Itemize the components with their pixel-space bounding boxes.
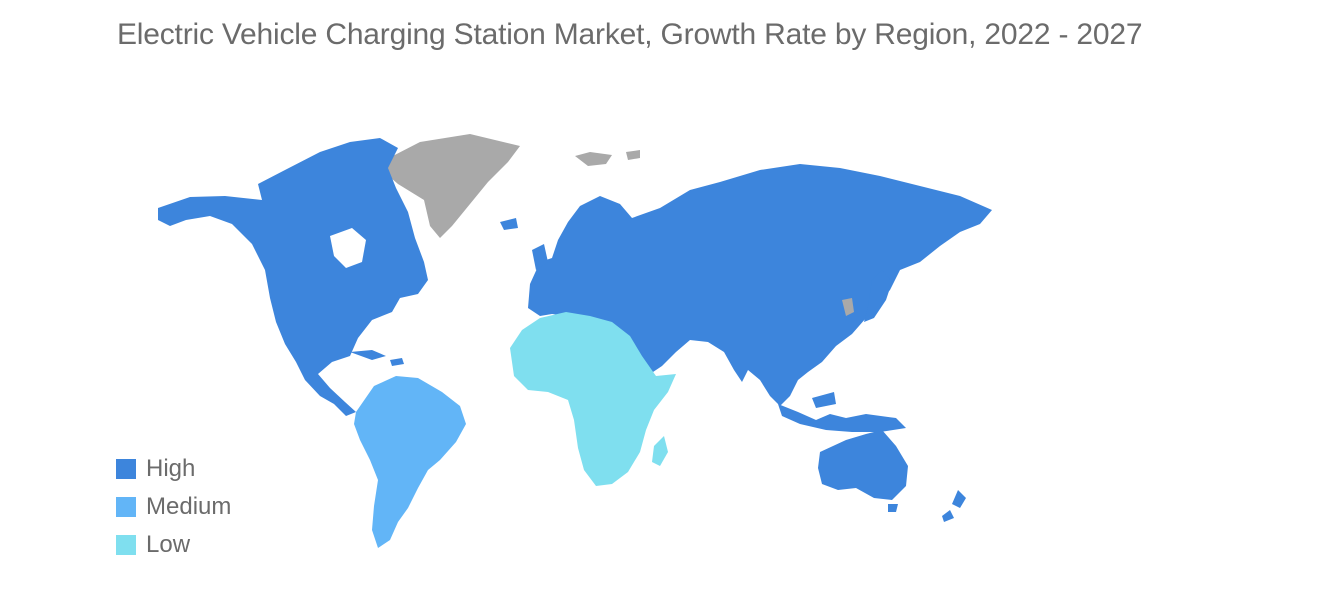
- legend-swatch-low: [116, 535, 136, 555]
- arctic-islands-region: [575, 150, 640, 166]
- map-legend: High Medium Low: [116, 450, 231, 564]
- legend-label-low: Low: [146, 531, 191, 558]
- legend-item-high: High: [116, 450, 231, 488]
- legend-swatch-high: [116, 459, 136, 479]
- legend-label-high: High: [146, 455, 196, 482]
- eurasia-region: [528, 164, 992, 406]
- south-america-region: [354, 376, 466, 548]
- legend-swatch-medium: [116, 497, 136, 517]
- legend-item-low: Low: [116, 526, 231, 564]
- north-america-region: [158, 138, 428, 416]
- hudson-bay: [330, 228, 366, 268]
- australia-region: [818, 430, 908, 500]
- caribbean-region: [350, 350, 404, 366]
- japan-region: [864, 270, 892, 322]
- new-zealand-region: [942, 490, 966, 522]
- uk-region: [500, 218, 548, 270]
- greenland-region: [384, 134, 520, 238]
- africa-region: [510, 312, 676, 486]
- southeast-asia-region: [778, 392, 906, 432]
- chart-title: Electric Vehicle Charging Station Market…: [117, 18, 1143, 51]
- legend-label-medium: Medium: [146, 493, 232, 520]
- legend-item-medium: Medium: [116, 488, 231, 526]
- korea-region: [842, 298, 854, 316]
- madagascar-region: [652, 436, 668, 466]
- tasmania-region: [888, 504, 898, 512]
